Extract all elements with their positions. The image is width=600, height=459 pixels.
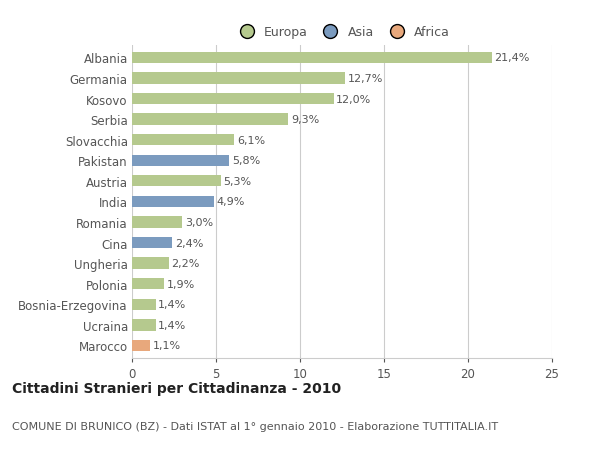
Text: 5,3%: 5,3% [224, 176, 251, 186]
Text: 12,7%: 12,7% [348, 74, 383, 84]
Bar [132, 217, 182, 228]
Text: COMUNE DI BRUNICO (BZ) - Dati ISTAT al 1° gennaio 2010 - Elaborazione TUTTITALIA: COMUNE DI BRUNICO (BZ) - Dati ISTAT al 1… [12, 421, 498, 431]
Bar [132, 53, 491, 64]
Text: 1,1%: 1,1% [153, 341, 181, 351]
Text: 2,4%: 2,4% [175, 238, 203, 248]
Text: 1,9%: 1,9% [166, 279, 194, 289]
Bar [132, 237, 172, 249]
Bar [132, 196, 214, 207]
Legend: Europa, Asia, Africa: Europa, Asia, Africa [229, 21, 455, 44]
Bar [132, 299, 155, 310]
Text: 12,0%: 12,0% [336, 94, 371, 104]
Text: Cittadini Stranieri per Cittadinanza - 2010: Cittadini Stranieri per Cittadinanza - 2… [12, 381, 341, 395]
Text: 1,4%: 1,4% [158, 300, 186, 310]
Text: 3,0%: 3,0% [185, 218, 213, 228]
Bar [132, 155, 229, 167]
Bar [132, 73, 346, 84]
Bar [132, 258, 169, 269]
Text: 4,9%: 4,9% [217, 197, 245, 207]
Text: 2,2%: 2,2% [172, 258, 200, 269]
Text: 1,4%: 1,4% [158, 320, 186, 330]
Text: 5,8%: 5,8% [232, 156, 260, 166]
Bar [132, 176, 221, 187]
Text: 6,1%: 6,1% [237, 135, 265, 146]
Text: 9,3%: 9,3% [291, 115, 319, 125]
Text: 21,4%: 21,4% [494, 53, 529, 63]
Bar [132, 94, 334, 105]
Bar [132, 340, 151, 351]
Bar [132, 114, 288, 125]
Bar [132, 319, 155, 331]
Bar [132, 134, 235, 146]
Bar [132, 279, 164, 290]
